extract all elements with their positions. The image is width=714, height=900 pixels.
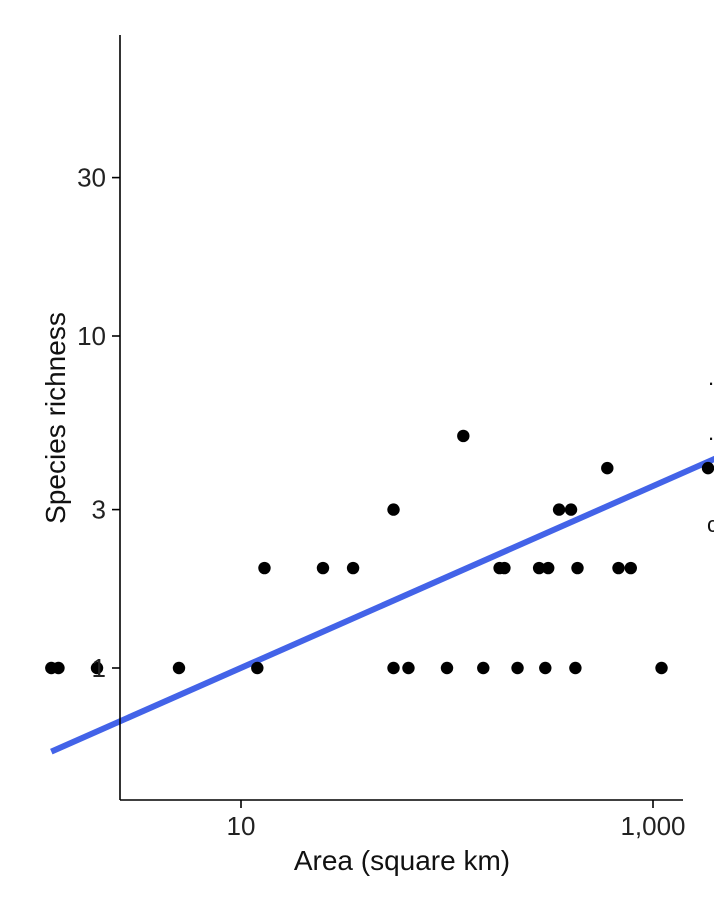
data-point [52,661,65,675]
data-point [539,661,552,675]
data-point [402,661,415,675]
data-point [387,661,400,675]
data-point [542,561,555,575]
stray-mark: . [708,420,714,445]
data-point [457,429,470,443]
x-tick-label: 10 [227,811,256,841]
data-point [511,661,524,675]
y-tick-label: 30 [77,163,106,193]
plot-area [45,429,714,755]
data-point [172,661,186,675]
y-tick-label: 10 [77,321,106,351]
data-point [569,661,582,675]
points-layer [45,429,714,675]
data-point [655,661,668,675]
x-axis-title: Area (square km) [294,845,510,876]
data-point [601,461,614,475]
data-point [90,661,104,675]
data-point [251,661,264,675]
data-point [532,561,546,575]
data-point [624,561,637,575]
data-point [564,503,578,516]
data-point [552,503,566,516]
data-point [258,561,271,575]
regression-line [50,455,714,755]
y-axis-ticks: 1 3 10 30 [77,163,120,683]
y-axis-title: Species richness [40,312,71,524]
data-point [571,561,584,575]
data-point [477,661,490,675]
fit-line-layer [50,455,714,755]
data-point [440,661,454,675]
stray-mark: . [708,365,714,390]
data-point [498,561,511,575]
y-tick-label: 3 [92,495,106,525]
x-tick-label: 1,000 [620,811,685,841]
data-point [387,503,400,516]
data-point [346,561,360,575]
y-tick-label: 1 [92,653,106,683]
x-axis-ticks: 101,000100,000 [227,800,686,841]
data-point [612,561,625,575]
data-point [316,561,330,575]
clipped-legend-remnants: . . c [707,365,714,537]
stray-mark: c [707,512,714,537]
data-point [701,461,714,475]
